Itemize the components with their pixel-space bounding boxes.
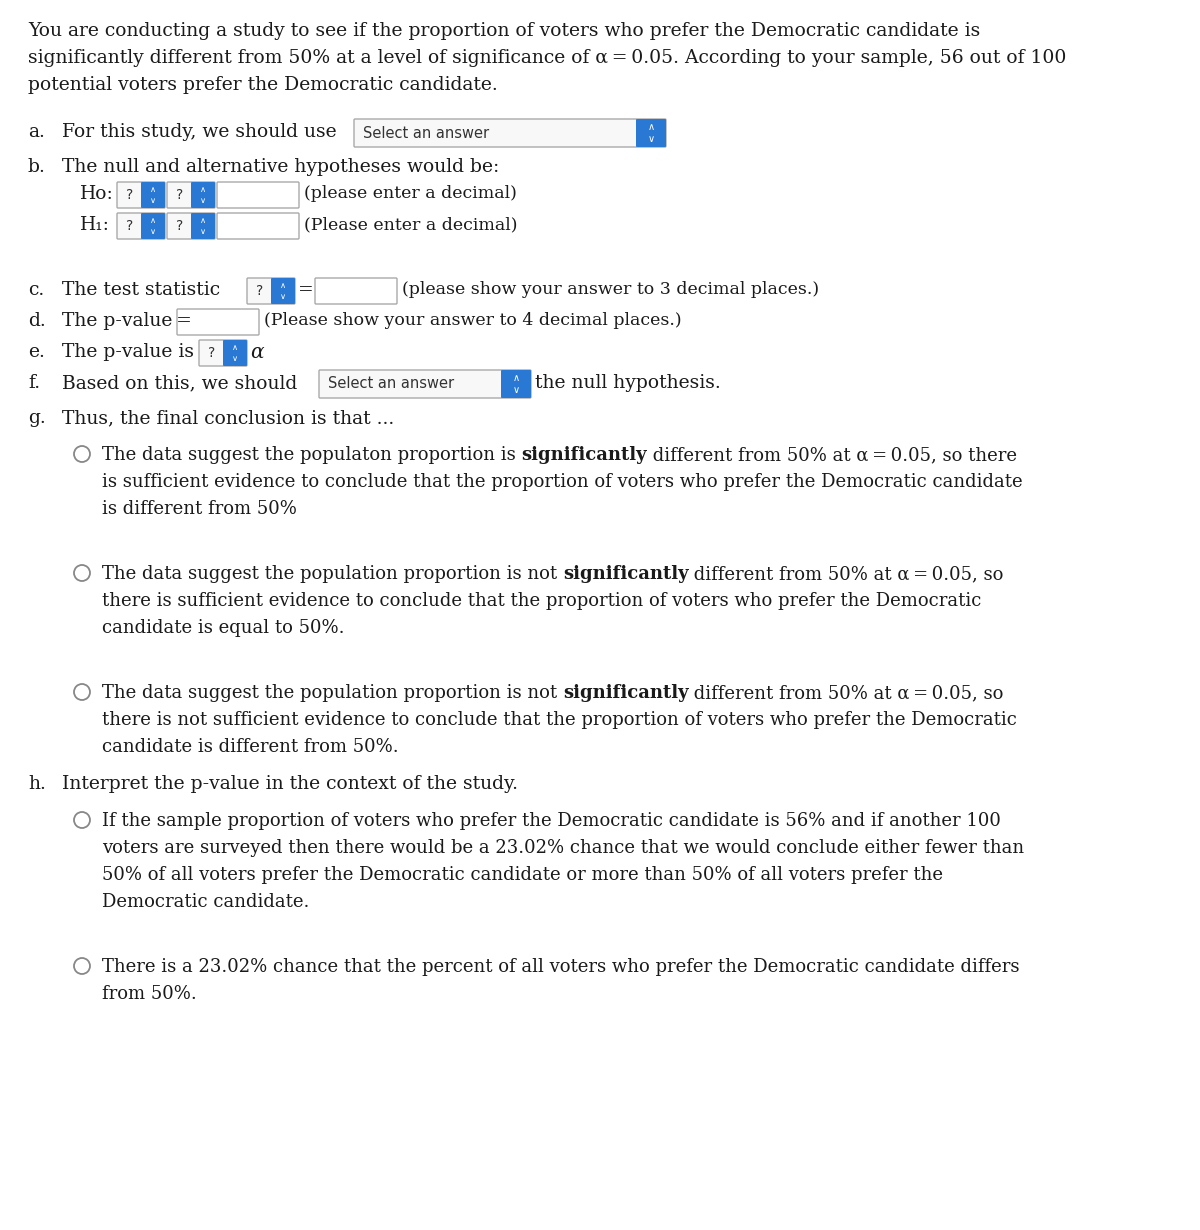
FancyBboxPatch shape (247, 278, 295, 304)
FancyBboxPatch shape (142, 213, 166, 239)
FancyBboxPatch shape (319, 370, 530, 399)
Text: α: α (250, 343, 264, 362)
Text: ∧: ∧ (232, 343, 238, 352)
Text: ?: ? (126, 188, 133, 202)
Text: is different from 50%: is different from 50% (102, 501, 296, 518)
Text: ∧: ∧ (200, 216, 206, 225)
Text: The p-value is: The p-value is (62, 343, 194, 360)
Text: (please show your answer to 3 decimal places.): (please show your answer to 3 decimal pl… (402, 280, 820, 298)
Text: c.: c. (28, 280, 44, 299)
Text: a.: a. (28, 123, 44, 141)
Text: h.: h. (28, 775, 46, 793)
FancyBboxPatch shape (118, 213, 166, 239)
Text: candidate is equal to 50%.: candidate is equal to 50%. (102, 619, 344, 637)
Text: Based on this, we should: Based on this, we should (62, 374, 298, 392)
Text: You are conducting a study to see if the proportion of voters who prefer the Dem: You are conducting a study to see if the… (28, 22, 980, 41)
Text: Democratic candidate.: Democratic candidate. (102, 893, 310, 911)
FancyBboxPatch shape (271, 278, 295, 304)
Text: Thus, the final conclusion is that ...: Thus, the final conclusion is that ... (62, 410, 395, 427)
Text: ∨: ∨ (150, 196, 156, 205)
FancyBboxPatch shape (354, 119, 666, 148)
Text: e.: e. (28, 343, 44, 360)
Text: (Please show your answer to 4 decimal places.): (Please show your answer to 4 decimal pl… (264, 312, 682, 328)
Text: ∧: ∧ (648, 122, 654, 132)
FancyBboxPatch shape (167, 213, 215, 239)
Text: Select an answer: Select an answer (364, 125, 490, 140)
Text: different from 50% at α = 0.05, so: different from 50% at α = 0.05, so (689, 684, 1004, 702)
Text: (please enter a decimal): (please enter a decimal) (304, 184, 517, 202)
Text: is sufficient evidence to conclude that the proportion of voters who prefer the : is sufficient evidence to conclude that … (102, 474, 1022, 491)
Text: different from 50% at α = 0.05, so there: different from 50% at α = 0.05, so there (647, 446, 1018, 464)
Text: ∨: ∨ (232, 354, 238, 363)
FancyBboxPatch shape (217, 182, 299, 208)
Text: from 50%.: from 50%. (102, 985, 197, 1002)
Text: ∨: ∨ (150, 228, 156, 236)
FancyBboxPatch shape (178, 309, 259, 335)
Text: (Please enter a decimal): (Please enter a decimal) (304, 216, 517, 232)
Text: H₁:: H₁: (80, 216, 110, 234)
Text: the null hypothesis.: the null hypothesis. (535, 374, 721, 392)
Text: there is sufficient evidence to conclude that the proportion of voters who prefe: there is sufficient evidence to conclude… (102, 592, 982, 610)
FancyBboxPatch shape (167, 182, 215, 208)
Text: The data suggest the populaton proportion is: The data suggest the populaton proportio… (102, 446, 522, 464)
Text: ∧: ∧ (200, 184, 206, 194)
Text: If the sample proportion of voters who prefer the Democratic candidate is 56% an: If the sample proportion of voters who p… (102, 812, 1001, 830)
Text: ∨: ∨ (200, 196, 206, 205)
Text: ?: ? (126, 219, 133, 232)
Text: ∧: ∧ (512, 373, 520, 383)
FancyBboxPatch shape (199, 339, 247, 367)
Text: The test statistic: The test statistic (62, 280, 220, 299)
Text: significantly different from 50% at a level of significance of α = 0.05. Accordi: significantly different from 50% at a le… (28, 49, 1067, 66)
FancyBboxPatch shape (142, 182, 166, 208)
Text: For this study, we should use: For this study, we should use (62, 123, 337, 141)
FancyBboxPatch shape (223, 339, 247, 367)
FancyBboxPatch shape (191, 213, 215, 239)
Text: ?: ? (209, 346, 216, 360)
Text: ∨: ∨ (512, 385, 520, 395)
FancyBboxPatch shape (217, 213, 299, 239)
FancyBboxPatch shape (191, 182, 215, 208)
Text: candidate is different from 50%.: candidate is different from 50%. (102, 738, 398, 756)
Text: different from 50% at α = 0.05, so: different from 50% at α = 0.05, so (689, 565, 1004, 583)
Text: ∧: ∧ (150, 184, 156, 194)
Text: significantly: significantly (522, 446, 647, 464)
Text: The data suggest the population proportion is not: The data suggest the population proporti… (102, 684, 563, 702)
Text: d.: d. (28, 312, 46, 330)
FancyBboxPatch shape (118, 182, 166, 208)
Text: ?: ? (176, 219, 184, 232)
FancyBboxPatch shape (314, 278, 397, 304)
Text: The null and alternative hypotheses would be:: The null and alternative hypotheses woul… (62, 157, 499, 176)
Text: Select an answer: Select an answer (328, 376, 454, 391)
FancyBboxPatch shape (636, 119, 666, 148)
Text: voters are surveyed then there would be a 23.02% chance that we would conclude e: voters are surveyed then there would be … (102, 839, 1024, 857)
Text: The data suggest the population proportion is not: The data suggest the population proporti… (102, 565, 563, 583)
Text: =: = (298, 280, 313, 299)
Text: ∨: ∨ (280, 292, 286, 301)
Text: The p-value =: The p-value = (62, 312, 192, 330)
Text: ∧: ∧ (280, 280, 286, 290)
Text: b.: b. (28, 157, 46, 176)
FancyBboxPatch shape (502, 370, 530, 399)
Text: ?: ? (257, 284, 264, 298)
Text: potential voters prefer the Democratic candidate.: potential voters prefer the Democratic c… (28, 76, 498, 93)
Text: ∨: ∨ (648, 134, 654, 144)
Text: ∧: ∧ (150, 216, 156, 225)
Text: significantly: significantly (563, 565, 689, 583)
Text: ∨: ∨ (200, 228, 206, 236)
Text: there is not sufficient evidence to conclude that the proportion of voters who p: there is not sufficient evidence to conc… (102, 711, 1016, 729)
Text: Interpret the p-value in the context of the study.: Interpret the p-value in the context of … (62, 775, 518, 793)
Text: 50% of all voters prefer the Democratic candidate or more than 50% of all voters: 50% of all voters prefer the Democratic … (102, 866, 943, 884)
Text: f.: f. (28, 374, 40, 392)
Text: significantly: significantly (563, 684, 689, 702)
Text: g.: g. (28, 410, 46, 427)
Text: There is a 23.02% chance that the percent of all voters who prefer the Democrati: There is a 23.02% chance that the percen… (102, 958, 1020, 975)
Text: Ho:: Ho: (80, 184, 114, 203)
Text: ?: ? (176, 188, 184, 202)
